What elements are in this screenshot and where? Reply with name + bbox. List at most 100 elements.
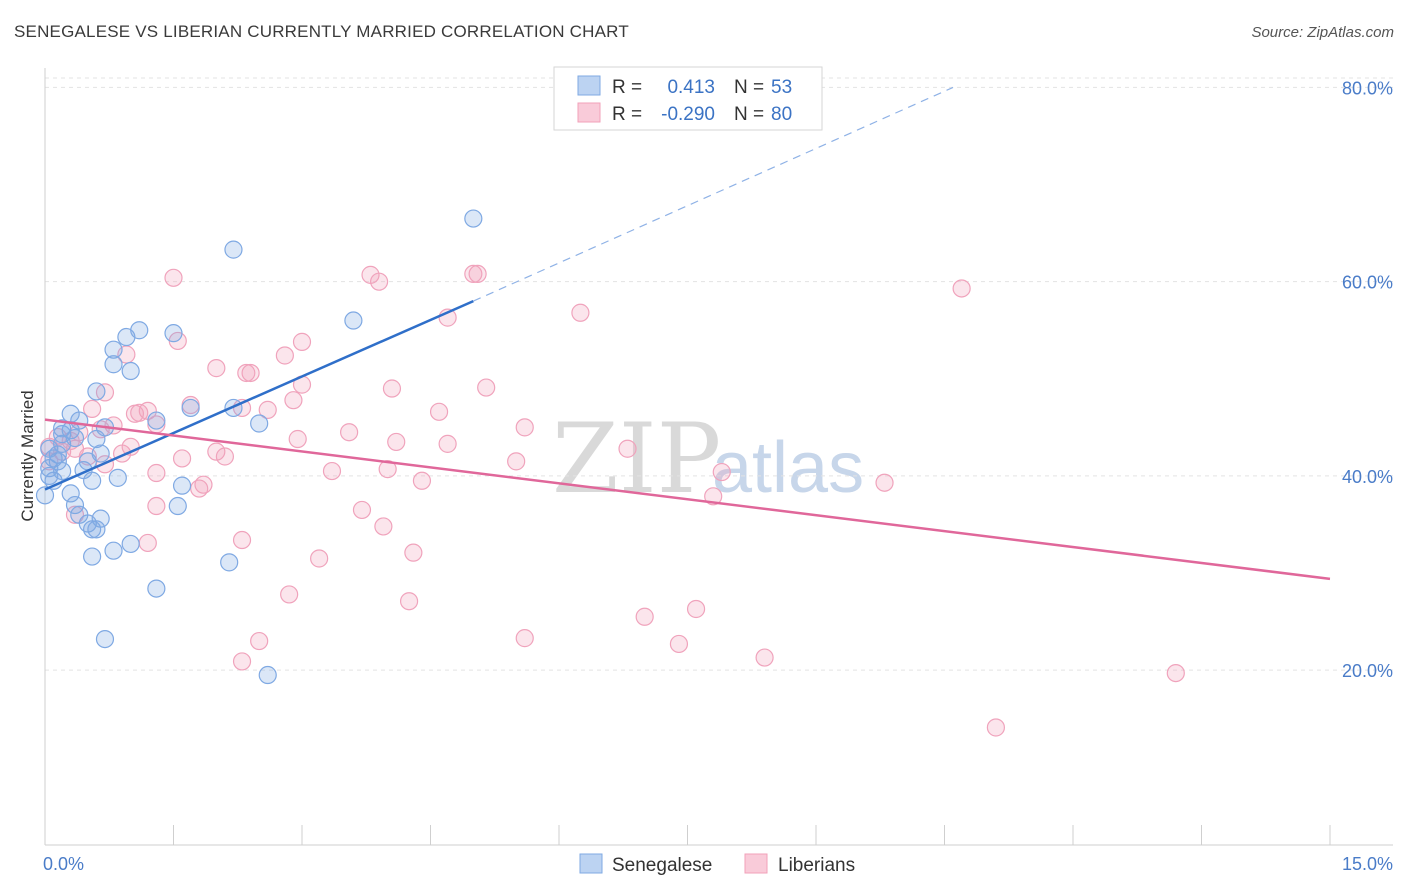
liberians-point [712,462,731,482]
legend-n-value-2: 80 [771,104,792,125]
liberians-point [322,461,342,481]
senegalese-point [104,355,123,374]
liberians-point [275,346,294,365]
senegalese-point [121,361,140,381]
liberians-point [507,452,526,471]
liberians-point [374,517,393,536]
series-legend-label-liberians: Liberians [778,855,855,876]
senegalese-point [168,496,187,516]
legend-r-value-1: 0.413 [667,77,715,98]
liberians-point [138,533,157,553]
liberians-point [65,505,85,524]
legend-n-label-2: N = [734,104,764,125]
liberians-point [164,268,183,287]
x-tick-label-max: 15.0% [1342,854,1393,874]
series-legend-swatch-liberians [744,853,768,874]
senegalese-point [48,452,67,471]
liberians-point [404,543,423,562]
x-tick-marks [173,825,1331,845]
liberians-point [755,648,774,667]
liberians-point [147,496,166,516]
series-legend: Senegalese Liberians [579,853,855,876]
senegalese-trend-extension [473,86,954,302]
liberians-point [464,264,483,284]
y-tick-label: 40.0% [1342,467,1393,487]
liberians-point [387,432,406,452]
liberians-point [468,264,487,284]
liberians-point [241,363,260,383]
liberians-point [207,442,226,461]
liberians-point [635,607,654,626]
senegalese-point [172,476,192,495]
y-axis-label: Currently Married [18,390,37,521]
chart-title: SENEGALESE VS LIBERIAN CURRENTLY MARRIED… [14,22,629,41]
liberians-point [237,363,256,383]
trend-lines [44,86,1331,581]
senegalese-point [117,327,136,347]
series-legend-swatch-senegalese [579,853,603,874]
liberians-point [130,403,149,422]
senegalese-point [224,240,243,259]
liberians-point [618,439,637,458]
senegalese-point [181,398,200,418]
legend-swatch-liberians [577,102,601,123]
liberians-point [284,391,303,410]
liberians-point [172,449,192,468]
liberians-point [310,549,329,568]
liberians-point [1166,663,1185,683]
liberians-point [477,378,496,397]
senegalese-point [83,520,102,539]
y-tick-labels: 20.0% 40.0% 60.0% 80.0% [1342,78,1393,681]
senegalese-point [344,311,363,330]
y-tick-label: 20.0% [1342,661,1393,681]
senegalese-point [121,534,140,554]
senegalese-point [87,429,106,449]
senegalese-point [87,382,106,401]
liberians-point [952,279,971,298]
liberians-point [352,500,372,520]
liberians-point [704,487,723,506]
liberians-point [207,359,226,378]
senegalese-points [35,209,483,685]
senegalese-point [164,324,183,343]
senegalese-point [250,414,269,433]
liberians-point [250,631,269,651]
liberians-point [875,473,894,492]
watermark-zip: ZIP [552,403,721,515]
watermark-atlas: atlas [712,428,864,508]
liberians-point [438,434,457,453]
liberians-point [147,463,166,483]
liberians-point [515,629,534,648]
legend-r-value-2: -0.290 [661,104,715,125]
liberians-point [280,585,299,604]
y-tick-label: 80.0% [1342,78,1393,98]
senegalese-point [147,411,166,430]
senegalese-point [35,486,55,505]
liberians-point [571,303,590,322]
senegalese-trend-line [44,299,474,491]
legend-r-label-1: R = [612,77,642,98]
liberians-point [399,592,419,611]
liberians-trend-line [44,418,1331,581]
legend-n-value-1: 53 [771,77,792,98]
senegalese-point [83,547,102,566]
senegalese-point [464,209,483,228]
liberians-point [232,652,252,671]
liberians-point [669,634,689,654]
liberians-point [215,447,234,466]
senegalese-point [220,553,239,572]
senegalese-point [87,520,106,539]
liberians-point [232,530,252,550]
liberians-point [515,418,534,437]
liberians-point [429,402,449,421]
senegalese-point [258,665,277,685]
x-tick-label-min: 0.0% [43,854,84,874]
chart-source: Source: ZipAtlas.com [1251,24,1394,41]
liberians-point [382,379,402,398]
liberians-point [986,718,1006,737]
series-legend-label-senegalese: Senegalese [612,855,712,876]
liberians-point [288,429,307,449]
senegalese-point [65,428,85,448]
liberians-point [370,272,389,291]
